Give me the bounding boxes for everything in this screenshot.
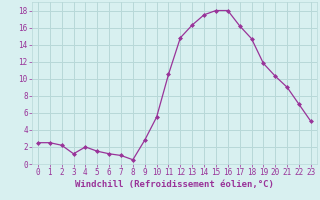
X-axis label: Windchill (Refroidissement éolien,°C): Windchill (Refroidissement éolien,°C) (75, 180, 274, 189)
